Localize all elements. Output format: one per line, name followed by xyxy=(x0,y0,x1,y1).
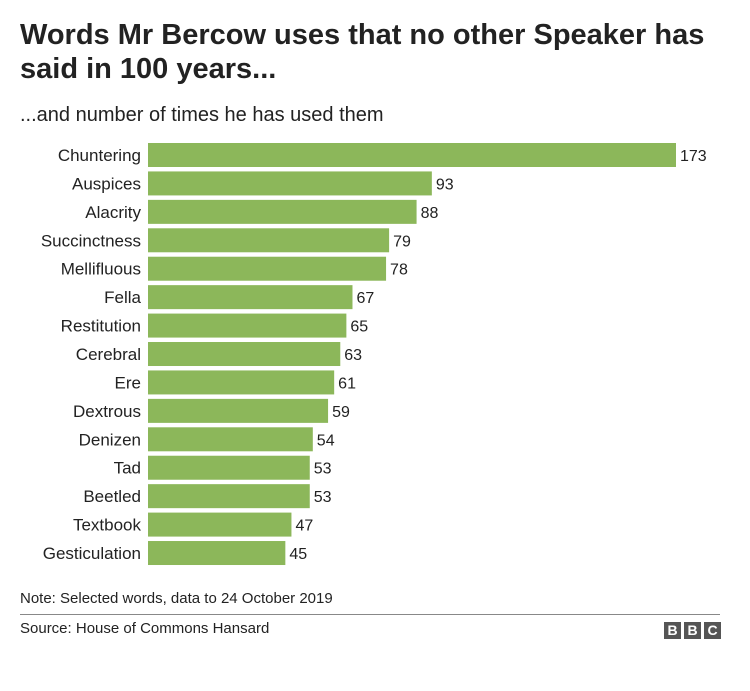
bar xyxy=(148,228,390,253)
bar xyxy=(148,398,329,423)
category-label: Restitution xyxy=(61,317,141,336)
bar xyxy=(148,541,286,566)
data-label: 79 xyxy=(393,233,411,250)
data-label: 67 xyxy=(356,290,374,307)
chart-note: Note: Selected words, data to 24 October… xyxy=(20,590,333,607)
bar xyxy=(148,256,387,281)
data-label: 53 xyxy=(314,461,332,478)
chart-source: Source: House of Commons Hansard xyxy=(20,620,270,637)
bar xyxy=(148,285,353,310)
bar xyxy=(148,143,676,167)
footer-divider xyxy=(20,614,720,615)
bar xyxy=(148,342,341,367)
data-label: 54 xyxy=(317,432,335,449)
bar xyxy=(148,171,432,196)
category-label: Dextrous xyxy=(73,402,141,421)
data-label: 88 xyxy=(421,205,439,222)
bbc-logo-letter: C xyxy=(704,622,721,639)
bar xyxy=(148,455,310,480)
bar xyxy=(148,427,313,452)
data-label: 93 xyxy=(436,176,454,193)
data-label: 78 xyxy=(390,262,408,279)
chart-title: Words Mr Bercow uses that no other Speak… xyxy=(20,19,705,85)
bar xyxy=(148,484,310,509)
category-label: Tad xyxy=(114,459,141,478)
data-label: 173 xyxy=(680,148,707,165)
data-label: 45 xyxy=(289,546,307,563)
category-label: Fella xyxy=(104,288,141,307)
category-label: Succinctness xyxy=(41,231,141,250)
category-label: Chuntering xyxy=(58,146,141,165)
category-label: Denizen xyxy=(79,430,141,449)
bar xyxy=(148,370,335,395)
category-label: Beetled xyxy=(83,487,141,506)
data-label: 61 xyxy=(338,375,356,392)
data-label: 47 xyxy=(295,518,313,535)
category-label: Ere xyxy=(115,373,141,392)
chart-subtitle: ...and number of times he has used them xyxy=(20,104,384,126)
bar xyxy=(148,199,417,224)
data-label: 59 xyxy=(332,404,350,421)
bbc-logo: B B C xyxy=(664,622,721,639)
category-label: Cerebral xyxy=(76,345,141,364)
bbc-logo-letter: B xyxy=(684,622,701,639)
bar xyxy=(148,313,347,338)
category-label: Gesticulation xyxy=(43,544,141,563)
data-label: 65 xyxy=(350,319,368,336)
bar xyxy=(148,512,292,537)
category-label: Mellifluous xyxy=(61,260,141,279)
data-label: 53 xyxy=(314,489,332,506)
category-label: Textbook xyxy=(73,516,142,535)
category-label: Alacrity xyxy=(85,203,141,222)
bar-chart: Chuntering 173 Auspices 93 Alacrity 88 Succinc… xyxy=(41,143,707,566)
bbc-logo-letter: B xyxy=(664,622,681,639)
category-label: Auspices xyxy=(72,174,141,193)
data-label: 63 xyxy=(344,347,362,364)
